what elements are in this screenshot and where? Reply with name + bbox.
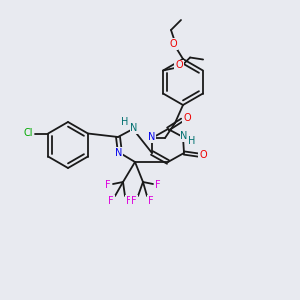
- Text: F: F: [105, 180, 111, 190]
- Text: H: H: [121, 117, 129, 127]
- Text: F: F: [131, 196, 137, 206]
- Text: N: N: [148, 132, 156, 142]
- Text: O: O: [175, 61, 183, 70]
- Text: F: F: [148, 196, 154, 206]
- Text: H: H: [188, 136, 196, 146]
- Text: F: F: [126, 196, 132, 206]
- Text: N: N: [115, 148, 123, 158]
- Text: O: O: [183, 113, 191, 123]
- Text: O: O: [199, 150, 207, 160]
- Text: F: F: [108, 196, 114, 206]
- Text: N: N: [180, 131, 188, 141]
- Text: O: O: [169, 39, 177, 49]
- Text: Cl: Cl: [23, 128, 33, 139]
- Text: F: F: [155, 180, 161, 190]
- Text: N: N: [130, 123, 138, 133]
